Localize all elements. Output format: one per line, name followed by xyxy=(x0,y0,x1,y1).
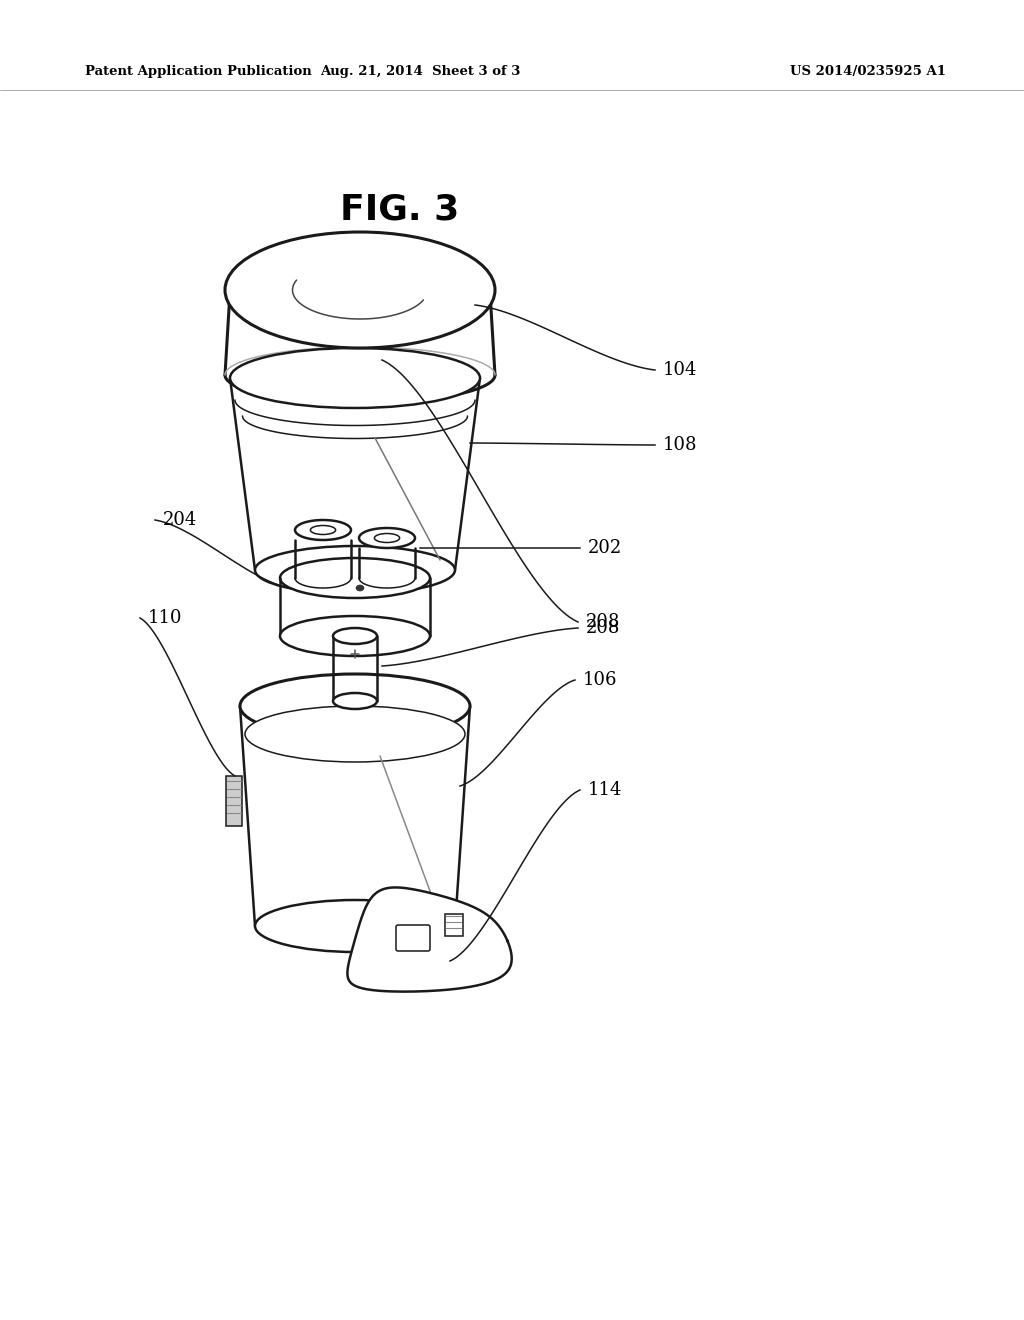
Text: 208: 208 xyxy=(586,619,621,638)
Text: 108: 108 xyxy=(663,436,697,454)
Ellipse shape xyxy=(280,558,430,598)
Ellipse shape xyxy=(240,675,470,738)
Text: Aug. 21, 2014  Sheet 3 of 3: Aug. 21, 2014 Sheet 3 of 3 xyxy=(319,66,520,78)
Ellipse shape xyxy=(255,900,455,952)
Text: 110: 110 xyxy=(148,609,182,627)
Ellipse shape xyxy=(245,706,465,762)
Text: 202: 202 xyxy=(588,539,623,557)
Text: 106: 106 xyxy=(583,671,617,689)
Bar xyxy=(445,913,463,936)
Ellipse shape xyxy=(356,585,364,591)
Text: Patent Application Publication: Patent Application Publication xyxy=(85,66,311,78)
Polygon shape xyxy=(347,887,512,991)
Text: 208: 208 xyxy=(586,612,621,631)
Text: 104: 104 xyxy=(663,360,697,379)
Ellipse shape xyxy=(280,616,430,656)
Ellipse shape xyxy=(359,528,415,548)
Text: US 2014/0235925 A1: US 2014/0235925 A1 xyxy=(790,66,946,78)
Text: 114: 114 xyxy=(588,781,623,799)
Ellipse shape xyxy=(333,628,377,644)
Ellipse shape xyxy=(255,546,455,594)
FancyBboxPatch shape xyxy=(396,925,430,950)
Text: FIG. 3: FIG. 3 xyxy=(340,193,460,227)
Ellipse shape xyxy=(375,533,399,543)
Ellipse shape xyxy=(225,232,495,348)
Text: 204: 204 xyxy=(163,511,198,529)
Ellipse shape xyxy=(333,693,377,709)
Bar xyxy=(226,776,242,826)
Ellipse shape xyxy=(230,348,480,408)
Ellipse shape xyxy=(295,520,351,540)
Ellipse shape xyxy=(310,525,336,535)
